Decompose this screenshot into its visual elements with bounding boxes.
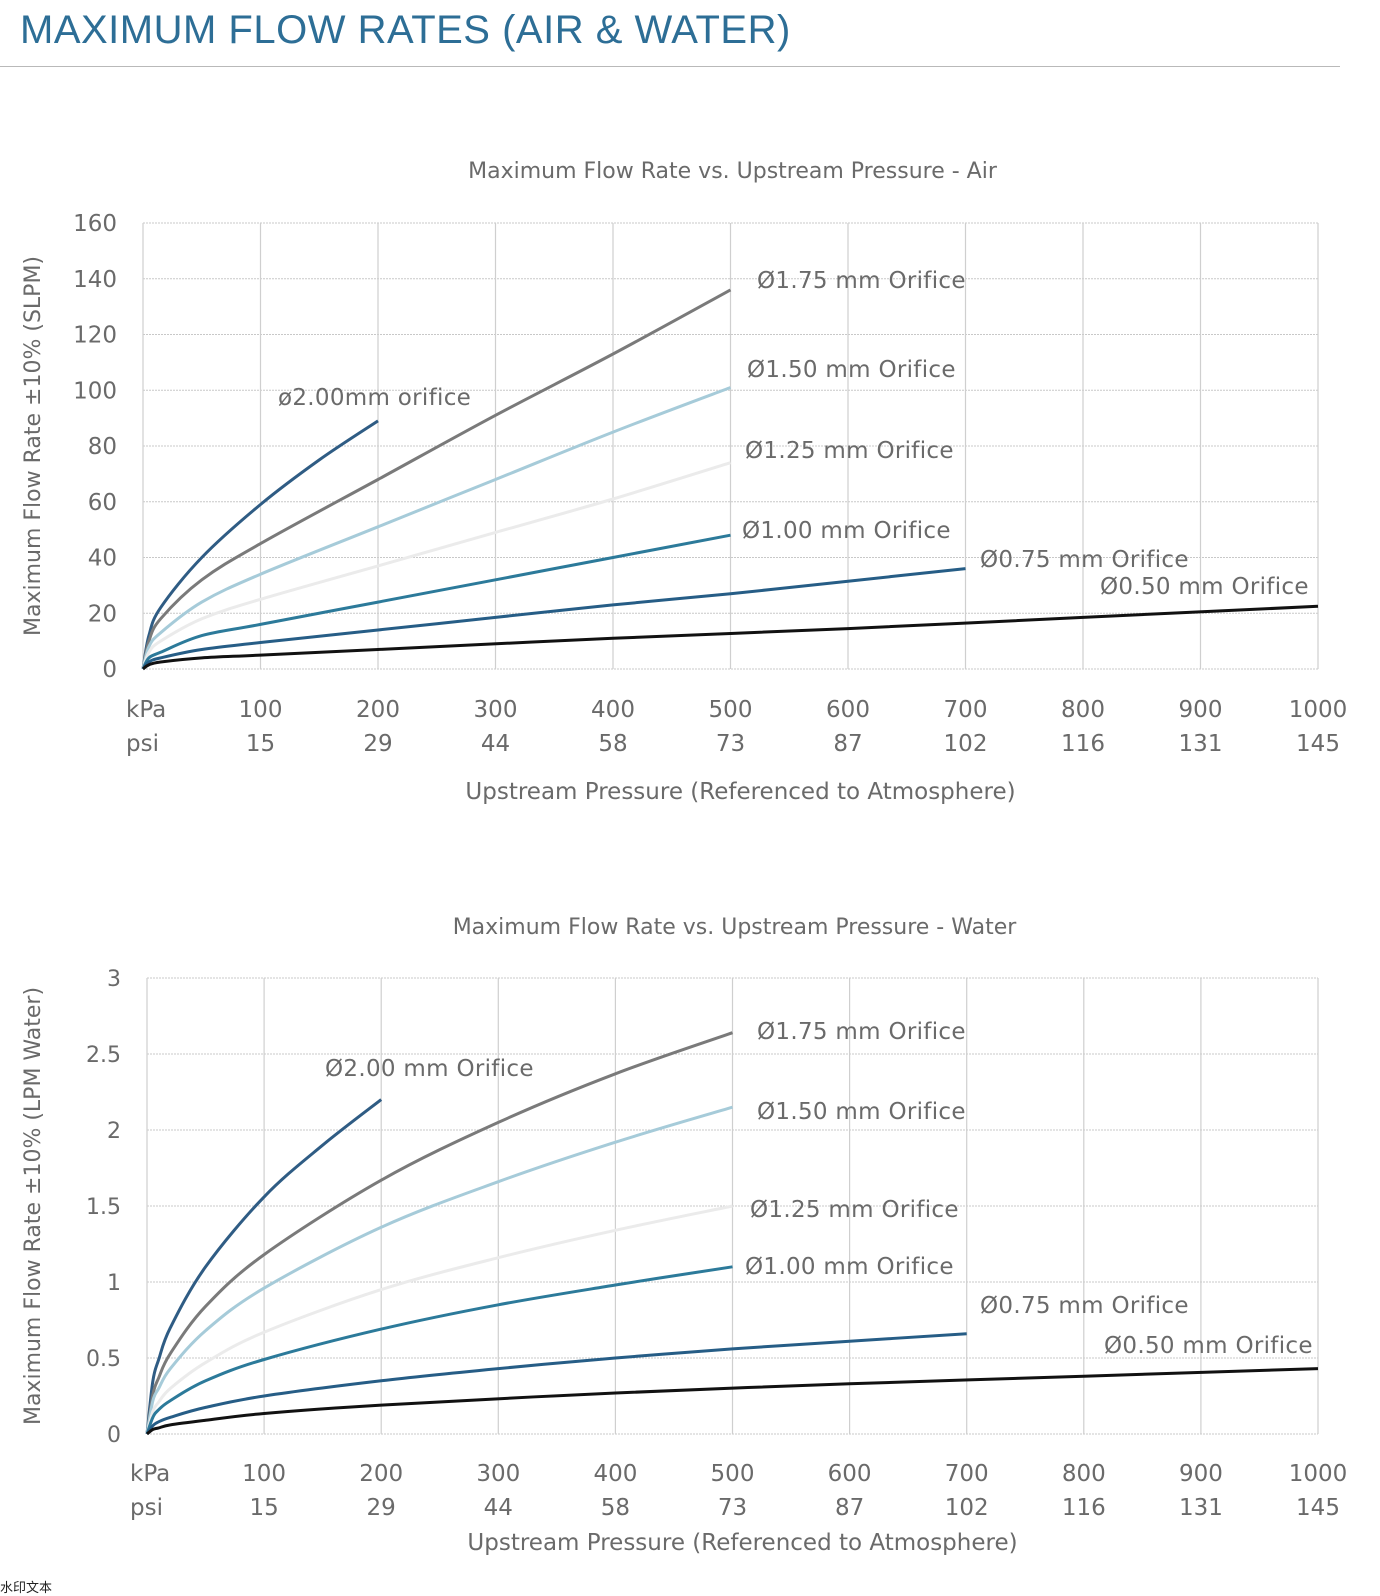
x-tick-label-kpa: 1000 xyxy=(1289,697,1348,723)
x-tick-label-kpa: 200 xyxy=(359,1461,403,1487)
x-tick-label-kpa: 400 xyxy=(593,1461,637,1487)
series-label: Ø2.00 mm Orifice xyxy=(325,1056,534,1082)
x-unit-label-kpa: kPa xyxy=(126,697,166,723)
series-label: Ø1.25 mm Orifice xyxy=(745,438,954,464)
x-tick-label-kpa: 100 xyxy=(239,697,283,723)
watermark-text: 水印文本 xyxy=(0,1581,53,1596)
y-tick-label: 160 xyxy=(73,211,117,237)
x-tick-label-psi: 145 xyxy=(1296,731,1340,757)
y-tick-label: 2.5 xyxy=(86,1043,121,1068)
series-line xyxy=(146,1367,1319,1436)
x-tick-label-psi: 44 xyxy=(484,1495,513,1521)
series-line xyxy=(145,1105,733,1435)
x-tick-label-kpa: 500 xyxy=(709,697,753,723)
y-tick-label: 1 xyxy=(107,1271,121,1296)
air-flow-chart: Maximum Flow Rate vs. Upstream Pressure … xyxy=(21,159,1348,805)
series-line xyxy=(145,1204,733,1435)
y-tick-label: 60 xyxy=(88,490,117,516)
x-tick-label-psi: 15 xyxy=(246,731,275,757)
series-line xyxy=(141,533,731,670)
y-tick-label: 40 xyxy=(88,546,117,572)
series-line xyxy=(141,567,966,670)
x-tick-label-psi: 102 xyxy=(944,731,988,757)
series-line xyxy=(145,1098,383,1435)
series-label: Ø0.75 mm Orifice xyxy=(980,1293,1189,1319)
x-tick-label-kpa: 300 xyxy=(474,697,518,723)
series-label: ø2.00mm orifice xyxy=(278,385,471,411)
x-tick-label-psi: 145 xyxy=(1296,1495,1340,1521)
series-line xyxy=(141,288,732,670)
series-line xyxy=(145,1031,734,1435)
y-tick-label: 0.5 xyxy=(86,1347,121,1372)
series-label: Ø1.25 mm Orifice xyxy=(750,1197,959,1223)
series-label: Ø1.75 mm Orifice xyxy=(757,1019,966,1045)
series-label: Ø1.00 mm Orifice xyxy=(742,518,951,544)
chart-title: Maximum Flow Rate vs. Upstream Pressure … xyxy=(453,915,1018,940)
x-tick-label-psi: 87 xyxy=(833,731,862,757)
x-tick-label-psi: 29 xyxy=(367,1495,396,1521)
x-tick-label-psi: 58 xyxy=(601,1495,630,1521)
x-tick-label-psi: 116 xyxy=(1062,1495,1106,1521)
y-tick-label: 0 xyxy=(102,657,117,683)
y-tick-label: 20 xyxy=(88,601,117,627)
x-tick-label-kpa: 1000 xyxy=(1289,1461,1348,1487)
x-unit-label-kpa: kPa xyxy=(130,1461,170,1487)
x-tick-label-psi: 44 xyxy=(481,731,510,757)
y-axis-label: Maximum Flow Rate ±10% (LPM Water) xyxy=(21,987,46,1425)
x-tick-label-kpa: 500 xyxy=(711,1461,755,1487)
y-tick-label: 3 xyxy=(107,967,121,992)
x-tick-label-psi: 116 xyxy=(1061,731,1105,757)
x-tick-label-kpa: 700 xyxy=(944,697,988,723)
x-tick-label-kpa: 400 xyxy=(591,697,635,723)
x-tick-label-kpa: 800 xyxy=(1061,697,1105,723)
x-unit-label-psi: psi xyxy=(126,731,159,757)
x-unit-label-psi: psi xyxy=(130,1495,163,1521)
series-line xyxy=(141,461,731,670)
y-tick-label: 140 xyxy=(73,267,117,293)
y-axis-label: Maximum Flow Rate ±10% (SLPM) xyxy=(21,256,46,636)
series-line xyxy=(145,1332,967,1435)
x-axis-label: Upstream Pressure (Referenced to Atmosph… xyxy=(467,1530,1017,1556)
series-label: Ø1.00 mm Orifice xyxy=(745,1254,954,1280)
x-tick-label-psi: 58 xyxy=(598,731,627,757)
x-tick-label-kpa: 600 xyxy=(828,1461,872,1487)
series-label: Ø1.50 mm Orifice xyxy=(747,357,956,383)
y-tick-label: 2 xyxy=(107,1119,121,1144)
series-label: Ø0.50 mm Orifice xyxy=(1104,1333,1313,1359)
x-tick-label-kpa: 900 xyxy=(1179,697,1223,723)
chart-title: Maximum Flow Rate vs. Upstream Pressure … xyxy=(468,159,998,184)
x-tick-label-psi: 73 xyxy=(716,731,745,757)
title-divider xyxy=(0,66,1340,67)
x-tick-label-psi: 131 xyxy=(1179,1495,1223,1521)
x-tick-label-kpa: 100 xyxy=(242,1461,286,1487)
y-tick-label: 100 xyxy=(73,378,117,404)
series-line xyxy=(145,1265,733,1435)
series-line xyxy=(141,419,379,670)
y-tick-label: 80 xyxy=(88,434,117,460)
series-label: Ø1.50 mm Orifice xyxy=(757,1099,966,1125)
series-label: Ø1.75 mm Orifice xyxy=(757,268,966,294)
x-tick-label-psi: 73 xyxy=(718,1495,747,1521)
x-tick-label-psi: 29 xyxy=(363,731,392,757)
series-label: Ø0.50 mm Orifice xyxy=(1100,574,1309,600)
series-line xyxy=(141,386,732,670)
x-tick-label-kpa: 900 xyxy=(1179,1461,1223,1487)
x-tick-label-psi: 87 xyxy=(835,1495,864,1521)
y-tick-label: 1.5 xyxy=(86,1195,121,1220)
x-axis-label: Upstream Pressure (Referenced to Atmosph… xyxy=(465,779,1015,805)
series-label: Ø0.75 mm Orifice xyxy=(980,547,1189,573)
x-tick-label-kpa: 800 xyxy=(1062,1461,1106,1487)
x-tick-label-kpa: 600 xyxy=(826,697,870,723)
page-title: MAXIMUM FLOW RATES (AIR & WATER) xyxy=(20,8,791,52)
x-tick-label-kpa: 200 xyxy=(356,697,400,723)
x-tick-label-psi: 131 xyxy=(1179,731,1223,757)
series-line xyxy=(142,604,1319,671)
x-tick-label-psi: 15 xyxy=(249,1495,278,1521)
x-tick-label-kpa: 300 xyxy=(476,1461,520,1487)
x-tick-label-psi: 102 xyxy=(945,1495,989,1521)
water-flow-chart: Maximum Flow Rate vs. Upstream Pressure … xyxy=(21,915,1348,1556)
x-tick-label-kpa: 700 xyxy=(945,1461,989,1487)
y-tick-label: 0 xyxy=(107,1423,121,1448)
y-tick-label: 120 xyxy=(73,323,117,349)
